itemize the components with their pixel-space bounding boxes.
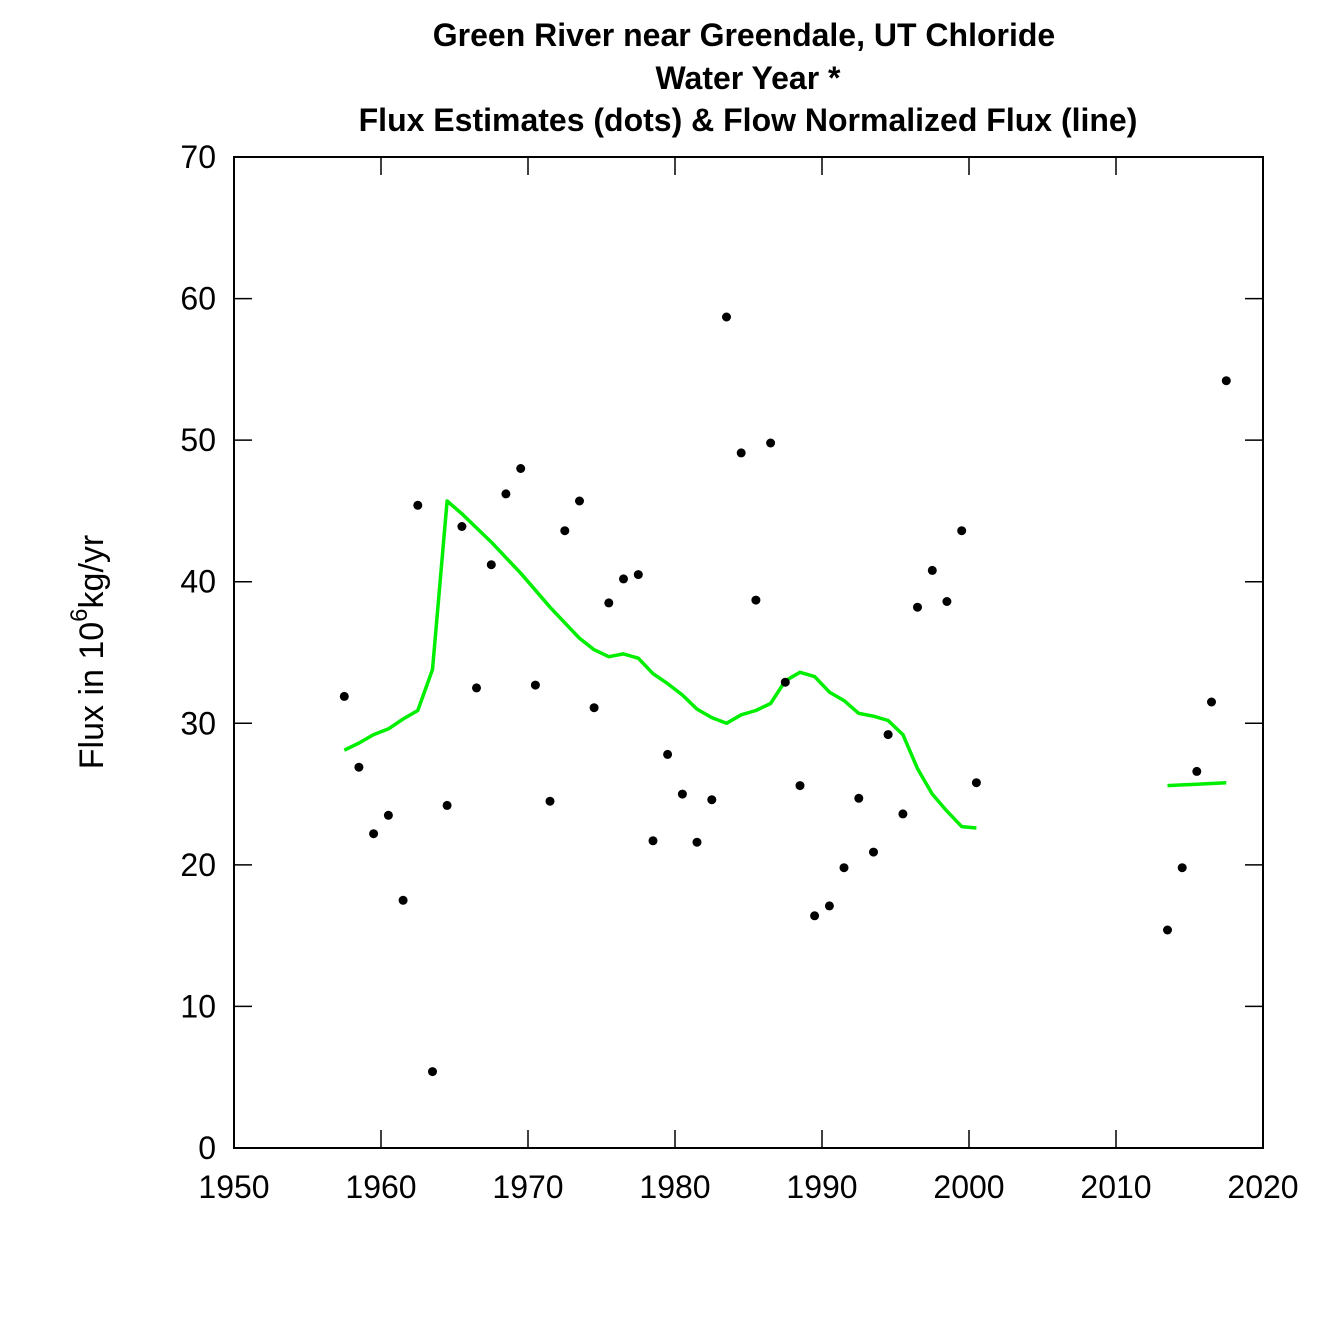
- flux-estimate-point: [780, 677, 790, 687]
- y-tick-label: 40: [180, 564, 216, 600]
- y-axis-label-exponent: 6: [66, 608, 93, 621]
- chart-title-line-2: Water Year *: [656, 60, 842, 96]
- flux-estimate-point: [619, 574, 628, 584]
- flux-estimate-point: [516, 464, 526, 473]
- y-tick-label: 20: [180, 847, 216, 883]
- flux-estimate-point: [751, 595, 761, 605]
- flux-estimate-point: [839, 863, 849, 873]
- flux-estimate-point: [854, 793, 864, 803]
- flux-estimate-point: [971, 778, 981, 788]
- y-tick-label: 70: [180, 139, 216, 175]
- flux-estimate-point: [545, 796, 555, 806]
- flux-estimate-point: [1192, 766, 1202, 776]
- flux-estimate-point: [722, 312, 731, 322]
- flux-estimate-point: [1221, 376, 1231, 386]
- x-tick-label: 2010: [1080, 1169, 1151, 1205]
- flux-estimate-point: [1207, 697, 1216, 707]
- flux-estimate-point: [677, 789, 687, 799]
- flux-estimate-points: [339, 312, 1231, 1077]
- x-tick-label: 1960: [345, 1169, 416, 1205]
- flux-estimate-point: [472, 683, 481, 693]
- flux-estimate-point: [442, 800, 452, 810]
- flux-estimate-point: [795, 781, 805, 791]
- flux-estimate-point: [486, 560, 496, 570]
- y-tick-label: 0: [198, 1130, 216, 1166]
- flux-estimate-point: [810, 911, 820, 921]
- flux-estimate-point: [575, 496, 584, 506]
- plot-frame: [233, 156, 1264, 1149]
- y-axis-label-prefix: Flux in 10: [73, 622, 111, 769]
- x-tick-label: 1980: [639, 1169, 710, 1205]
- chart-title-line-1: Green River near Greendale, UT Chloride: [433, 17, 1055, 53]
- flux-estimate-point: [648, 836, 658, 846]
- flux-estimate-point: [339, 691, 349, 701]
- flux-estimate-point: [869, 847, 878, 857]
- flux-estimate-point: [766, 438, 776, 448]
- flow-normalized-flux-line: [343, 499, 1227, 830]
- flux-estimate-point: [913, 602, 922, 612]
- flux-estimate-point: [354, 762, 364, 772]
- flux-estimate-point: [824, 901, 834, 911]
- flux-estimate-point: [957, 526, 967, 536]
- x-tick-label: 1950: [198, 1169, 269, 1205]
- flux-estimate-point: [604, 598, 614, 608]
- flux-estimate-point: [398, 895, 408, 905]
- flow-normalized-flux-segment: [343, 499, 977, 830]
- flux-estimate-point: [707, 795, 717, 805]
- flux-estimate-point: [413, 500, 423, 510]
- y-tick-label: 30: [180, 705, 216, 741]
- flux-estimate-point: [369, 829, 379, 839]
- x-tick-label: 2020: [1227, 1169, 1298, 1205]
- flux-estimate-point: [501, 489, 511, 499]
- flow-normalized-flux-segment: [1167, 780, 1227, 788]
- flux-estimate-point: [457, 522, 467, 531]
- flux-estimate-point: [942, 597, 952, 606]
- chart-title-line-3: Flux Estimates (dots) & Flow Normalized …: [359, 102, 1138, 138]
- y-tick-label: 50: [180, 422, 216, 458]
- flux-estimate-point: [633, 570, 643, 580]
- flux-estimate-point: [1163, 925, 1172, 935]
- y-tick-label: 10: [180, 988, 216, 1024]
- flux-estimate-point: [692, 837, 702, 847]
- flux-estimate-point: [560, 526, 570, 536]
- x-tick-label: 2000: [933, 1169, 1004, 1205]
- y-tick-label: 60: [180, 281, 216, 317]
- y-axis-label: Flux in 106kg/yr: [66, 535, 111, 769]
- flux-estimate-point: [736, 448, 746, 458]
- x-tick-label: 1990: [786, 1169, 857, 1205]
- flux-estimate-point: [428, 1067, 437, 1077]
- flux-estimate-point: [589, 703, 599, 713]
- flux-estimate-point: [883, 730, 893, 740]
- flux-estimate-point: [1177, 863, 1187, 873]
- flux-estimate-point: [530, 680, 540, 690]
- x-tick-label: 1970: [492, 1169, 563, 1205]
- flux-estimate-point: [663, 749, 673, 759]
- flux-estimate-point: [898, 809, 908, 819]
- y-axis-label-suffix: kg/yr: [73, 535, 111, 609]
- flux-estimate-point: [927, 565, 937, 575]
- flux-estimate-point: [383, 810, 393, 820]
- axis-ticks: 1950 1960 1970 1980 1990 2000 2010 2020 0 10 20 30 4…: [180, 139, 1298, 1205]
